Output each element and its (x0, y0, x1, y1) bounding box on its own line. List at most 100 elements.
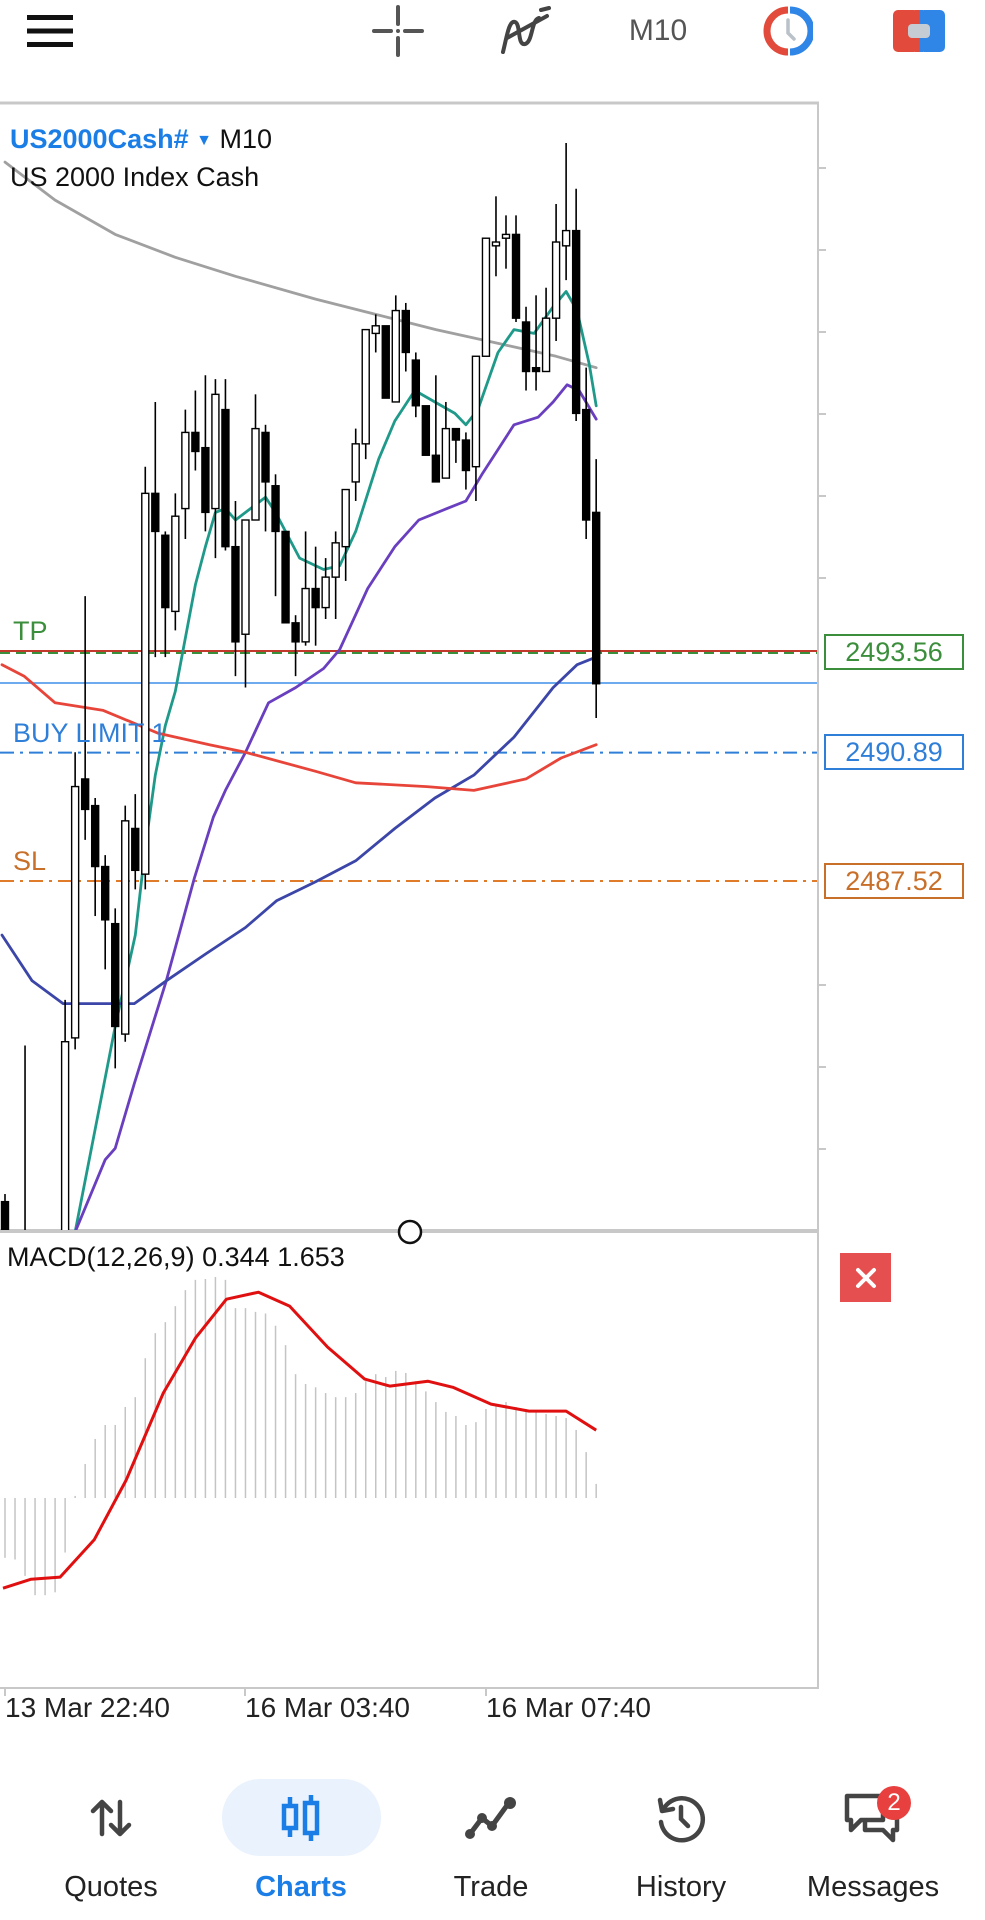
clock-objects-icon (763, 6, 813, 56)
panel-resize-handle[interactable] (397, 1219, 423, 1245)
bull-candle (70, 785, 80, 1039)
bear-candle (511, 233, 521, 319)
bull-candle (331, 542, 340, 578)
bear-candle (42, 1282, 49, 1301)
macd-label: MACD(12,26,9) (7, 1242, 195, 1272)
bull-candle (121, 820, 130, 1035)
macd-signal-line (2, 1290, 598, 1590)
one-click-trade-button[interactable] (891, 8, 947, 54)
bear-candle (531, 366, 541, 373)
bear-candle (381, 325, 390, 399)
bull-candle (171, 515, 180, 613)
moving-average-line (0, 663, 598, 792)
candlesticks-icon (281, 1795, 320, 1841)
messages-badge: 2 (877, 1786, 911, 1820)
bull-candle (181, 431, 190, 510)
objects-button[interactable] (760, 6, 816, 56)
bear-candle (261, 431, 270, 483)
price-chart[interactable] (0, 0, 985, 1760)
macd-value: 0.344 (202, 1242, 270, 1272)
bull-candle (351, 443, 360, 483)
bear-candle (271, 485, 280, 533)
bear-candle (411, 359, 421, 407)
bear-candle (0, 1200, 10, 1230)
bear-candle (221, 408, 230, 548)
chart-timeframe: M10 (219, 124, 273, 154)
bull-candle (141, 492, 150, 875)
bull-candle (211, 393, 220, 510)
bear-candle (151, 492, 160, 533)
indicators-icon (501, 6, 551, 54)
bear-candle (201, 446, 210, 514)
timeframe-button[interactable]: M10 (628, 14, 688, 47)
bull-candle (361, 328, 370, 445)
nav-quotes[interactable]: Quotes (26, 1779, 196, 1920)
time-label: 13 Mar 22:40 (5, 1692, 170, 1723)
one-click-trade-icon (893, 10, 945, 52)
bear-candle (80, 778, 90, 811)
bear-candle (581, 408, 591, 521)
bear-candle (431, 454, 441, 483)
hamburger-icon (27, 15, 73, 47)
tp-label: TP (13, 616, 48, 646)
crosshair-button[interactable] (370, 5, 426, 57)
up-down-arrows-icon (90, 1799, 132, 1837)
bull-candle (341, 488, 350, 548)
nav-charts[interactable]: Charts (216, 1779, 386, 1920)
bull-candle (251, 427, 260, 521)
bear-candle (90, 804, 100, 868)
moving-average-line (74, 290, 598, 1230)
bull-candle (501, 233, 511, 239)
trade-line-icon (465, 1797, 516, 1839)
symbol-name[interactable]: US2000Cash# (10, 124, 189, 154)
bull-candle (541, 317, 551, 373)
time-label: 16 Mar 03:40 (245, 1692, 410, 1723)
nav-label: Charts (255, 1871, 347, 1903)
bear-candle (231, 545, 240, 643)
tp-price-label[interactable]: 2493.56 (824, 634, 964, 670)
nav-label: Trade (453, 1871, 529, 1903)
bear-candle (421, 405, 431, 456)
bear-candle (291, 622, 300, 643)
bear-candle (191, 431, 200, 453)
nav-history[interactable]: History (596, 1779, 766, 1920)
buy-limit-label: BUY LIMIT 1 (13, 718, 167, 748)
bear-candle (521, 321, 531, 373)
bull-candle (371, 325, 380, 335)
bear-candle (461, 439, 471, 472)
nav-label: Messages (806, 1871, 940, 1903)
close-icon (855, 1267, 876, 1288)
macd-signal-value: 1.653 (277, 1242, 345, 1272)
symbol-header[interactable]: US2000Cash# ▼ M10 (10, 124, 272, 155)
close-indicator-button[interactable] (840, 1253, 891, 1302)
bear-candle (571, 229, 581, 415)
time-label: 16 Mar 07:40 (486, 1692, 651, 1723)
bull-candle (301, 587, 310, 643)
macd-header: MACD(12,26,9) 0.344 1.653 (7, 1242, 345, 1273)
nav-label: History (635, 1871, 727, 1903)
bull-candle (481, 237, 491, 357)
symbol-dropdown-icon[interactable]: ▼ (196, 132, 212, 149)
bear-candle (161, 534, 170, 609)
price-axis-ticks (818, 167, 826, 1150)
moving-average-line (0, 655, 598, 1005)
bear-candle (401, 309, 410, 354)
nav-messages[interactable]: Messages (788, 1779, 958, 1920)
bear-candle (32, 1282, 39, 1301)
buy-limit-price-label[interactable]: 2490.89 (824, 734, 964, 770)
bull-candle (441, 427, 451, 479)
bull-candle (491, 241, 501, 247)
bear-candle (12, 1282, 19, 1301)
sl-price-label[interactable]: 2487.52 (824, 863, 964, 899)
moving-average-line (3, 160, 598, 370)
history-icon (657, 1796, 706, 1843)
bull-candle (241, 519, 250, 635)
indicators-button[interactable] (498, 6, 554, 54)
menu-button[interactable] (22, 8, 78, 54)
bear-candle (111, 922, 120, 1028)
symbol-description: US 2000 Index Cash (10, 162, 260, 192)
bear-candle (311, 587, 320, 609)
bull-candle (561, 229, 571, 247)
nav-trade[interactable]: Trade (406, 1779, 576, 1920)
crosshair-icon (372, 5, 424, 57)
